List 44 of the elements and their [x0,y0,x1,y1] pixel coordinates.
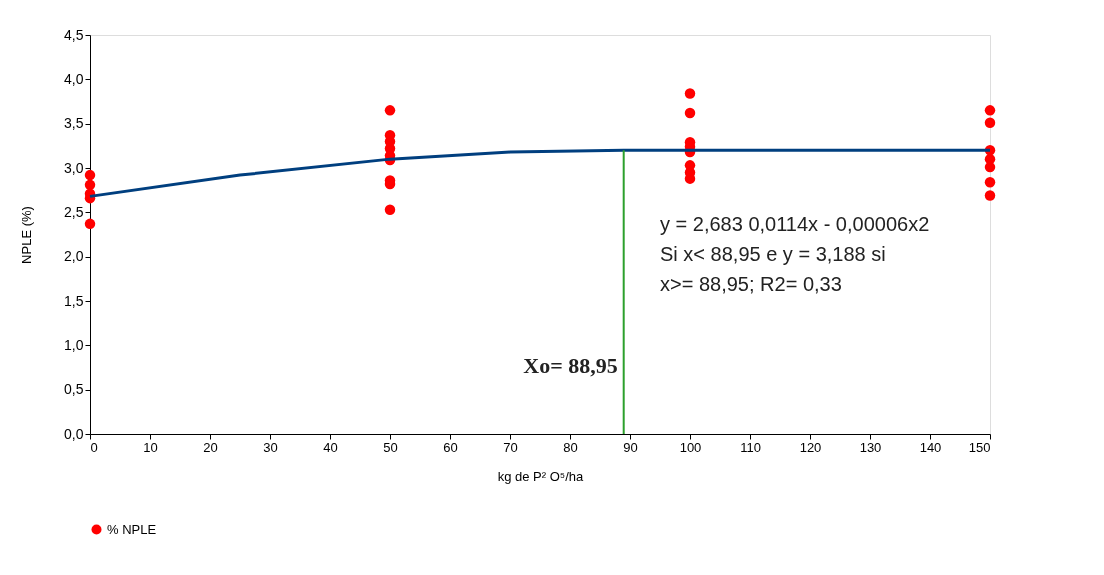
y-tick-label: 2,5 [64,203,84,220]
x-tick-label: 60 [443,439,458,455]
annotation: Si x< 88,95 e y = 3,188 si [660,243,886,265]
y-tick-label: 3,5 [64,115,84,132]
x-tick-label: 120 [799,439,822,455]
annotation: x>= 88,95; R2= 0,33 [660,273,842,295]
y-tick-label: 4,5 [64,26,84,43]
x-tick-label: 30 [263,439,278,455]
point [984,105,996,116]
point [984,190,996,201]
x-axis-title: kg de P² O⁵/ha [497,468,585,484]
point [684,88,696,99]
ref-line-label: Xo= 88,95 [523,353,618,379]
point [384,204,396,215]
x-tick-label: 110 [740,439,761,455]
point [984,176,996,188]
y-tick-label: 3,0 [64,159,84,176]
x-tick-label: 0 [90,439,98,455]
point [384,105,396,116]
x-tick-label: 80 [563,439,578,455]
x-tick-label: 10 [143,439,158,455]
point [84,218,96,230]
y-tick-label: 1,5 [64,292,84,309]
x-tick-label: 40 [323,439,338,455]
x-tick-label: 100 [679,439,702,455]
x-tick-label: 20 [203,439,218,455]
point [984,117,996,129]
y-tick-label: 0,5 [64,381,84,398]
x-tick-label: 130 [859,439,882,455]
y-axis-title: NPLE (%) [19,206,35,264]
y-tick-label: 0,0 [64,425,84,442]
legend-label: % NPLE [107,521,157,537]
x-tick-label: 150 [968,439,991,455]
point [684,107,696,119]
y-tick-label: 1,0 [64,336,84,353]
y-tick-label: 4,0 [64,70,84,87]
x-tick-label: 90 [623,439,638,455]
x-tick-label: 70 [503,439,518,455]
x-tick-label: 140 [919,439,942,455]
point [84,169,96,181]
x-tick-label: 50 [383,439,398,455]
point [84,179,96,191]
annotation: y = 2,683 0,0114x - 0,00006x2 [660,213,930,235]
y-tick-label: 2,0 [64,248,84,265]
